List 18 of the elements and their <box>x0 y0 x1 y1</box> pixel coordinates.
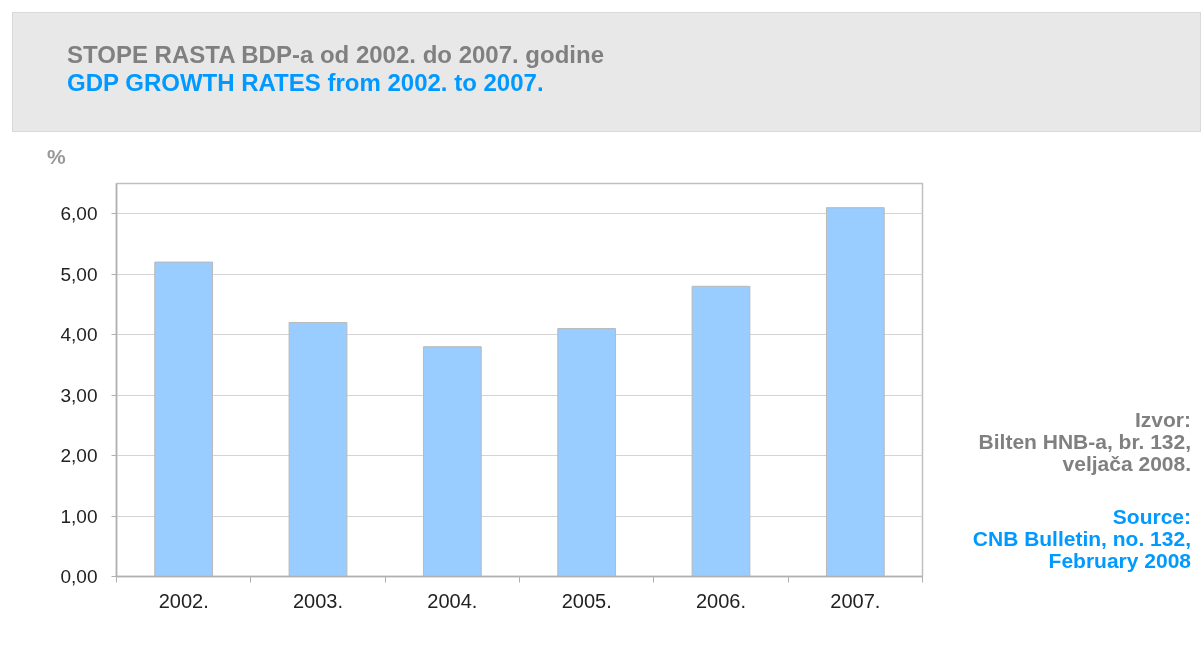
source-note: Source: CNB Bulletin, no. 132, February 2008 <box>971 505 1191 572</box>
y-tick-label: 1,00 <box>60 505 98 527</box>
x-tick-label: 2005. <box>561 589 612 612</box>
x-tick-label: 2006. <box>695 589 747 612</box>
y-axis-title: % <box>46 144 66 169</box>
x-tick-label: 2002. <box>158 589 209 612</box>
y-tick-label: 4,00 <box>60 324 98 346</box>
x-tick-label: 2004. <box>427 589 478 612</box>
y-tick-label: 3,00 <box>60 384 98 406</box>
y-tick-label: 6,00 <box>60 203 98 225</box>
y-tick-label: 0,00 <box>60 566 98 587</box>
x-tick-label: 2007. <box>830 589 881 612</box>
chart-title: STOPE RASTA BDP-a od 2002. do 2007. godine <box>67 41 605 69</box>
text: Izvor: Bilten HNB-a, br. 132, veljača 2008. <box>977 408 1191 475</box>
y-tick-label: 5,00 <box>60 263 98 285</box>
chart-subtitle: GDP GROWTH RATES from 2002. to 2007. <box>67 69 545 97</box>
x-tick-label: 2003. <box>292 589 344 612</box>
y-tick-label: 2,00 <box>60 445 98 467</box>
